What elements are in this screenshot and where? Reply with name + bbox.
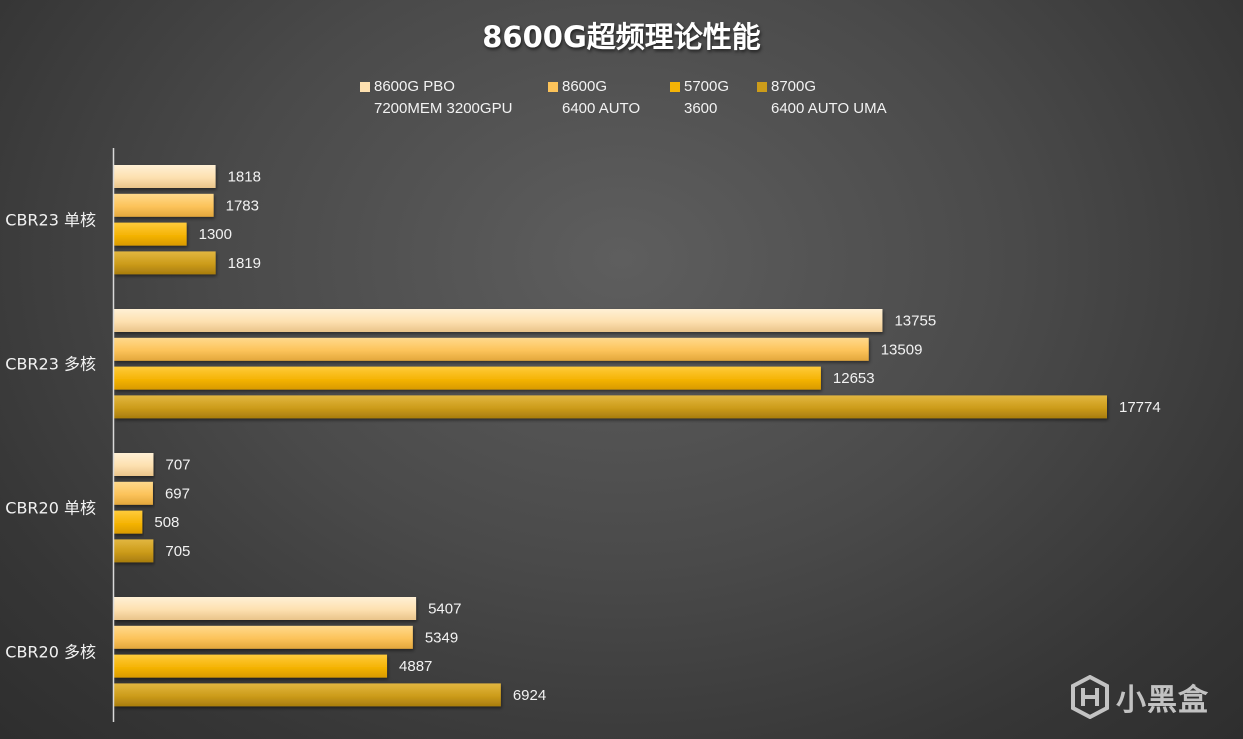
legend-swatch-4 bbox=[757, 82, 767, 92]
data-label: 705 bbox=[165, 543, 190, 560]
legend-label-2-line2: 6400 AUTO bbox=[562, 100, 641, 117]
category-label: CBR23 多核 bbox=[5, 355, 96, 374]
data-label: 1819 bbox=[228, 255, 261, 272]
data-label: 508 bbox=[154, 514, 179, 531]
legend-label-2: 8600G bbox=[562, 78, 608, 95]
legend-label-4-line2: 6400 AUTO UMA bbox=[771, 100, 887, 117]
bar bbox=[114, 222, 187, 246]
data-label: 1818 bbox=[228, 169, 261, 186]
category-label: CBR20 单核 bbox=[5, 499, 96, 518]
bar bbox=[114, 481, 153, 505]
bar bbox=[114, 366, 821, 390]
watermark-text: 小黑盒 bbox=[1116, 683, 1209, 718]
data-label: 707 bbox=[165, 457, 190, 474]
legend-label-3-line2: 3600 bbox=[684, 100, 718, 117]
legend-swatch-2 bbox=[548, 82, 558, 92]
chart-title: 8600G超频理论性能 bbox=[482, 20, 761, 54]
bar bbox=[114, 395, 1107, 419]
category-label: CBR20 多核 bbox=[5, 643, 96, 662]
data-label: 17774 bbox=[1119, 399, 1161, 416]
data-label: 1300 bbox=[199, 226, 232, 243]
data-label: 13755 bbox=[894, 313, 936, 330]
legend-label-1: 8600G PBO bbox=[374, 78, 455, 95]
data-label: 697 bbox=[165, 485, 190, 502]
bar bbox=[114, 683, 501, 707]
legend-label-1-line2: 7200MEM 3200GPU bbox=[374, 100, 513, 117]
legend-label-4: 8700G bbox=[771, 78, 817, 95]
category-label: CBR23 单核 bbox=[5, 211, 96, 230]
bar bbox=[114, 309, 883, 332]
heybox-logo-icon bbox=[1071, 675, 1109, 719]
legend-swatch-1 bbox=[360, 82, 370, 92]
data-label: 5349 bbox=[425, 629, 458, 646]
bar bbox=[114, 510, 143, 534]
legend-swatch-3 bbox=[670, 82, 680, 92]
data-label: 13509 bbox=[881, 341, 923, 358]
data-label: 4887 bbox=[399, 658, 432, 675]
data-label: 5407 bbox=[428, 601, 461, 618]
bar bbox=[114, 625, 413, 649]
data-label: 1783 bbox=[226, 197, 259, 214]
legend-label-3: 5700G bbox=[684, 78, 730, 95]
data-label: 6924 bbox=[513, 687, 546, 704]
bar bbox=[114, 193, 214, 217]
watermark: 小黑盒 bbox=[1070, 675, 1209, 719]
bar bbox=[114, 597, 417, 620]
bar bbox=[114, 337, 869, 361]
bar bbox=[114, 539, 154, 563]
bar bbox=[114, 453, 154, 476]
data-label: 12653 bbox=[833, 370, 875, 387]
bar bbox=[114, 165, 216, 188]
bar bbox=[114, 654, 388, 678]
bar bbox=[114, 251, 216, 275]
